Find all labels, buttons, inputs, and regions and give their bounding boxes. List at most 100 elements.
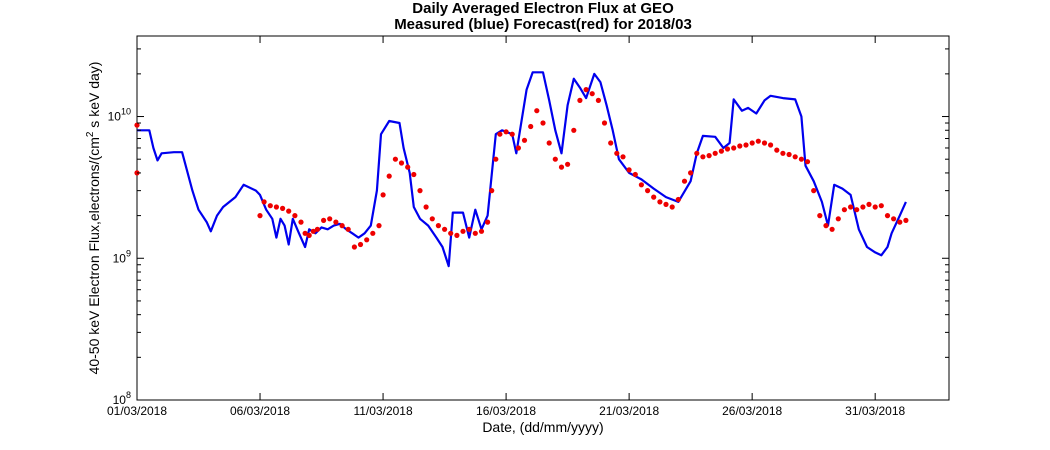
forecast-point bbox=[351, 244, 357, 250]
forecast-point bbox=[411, 171, 417, 178]
forecast-point bbox=[429, 216, 435, 222]
y-tick-base: 10 bbox=[113, 251, 127, 265]
forecast-point bbox=[521, 137, 528, 143]
forecast-point bbox=[267, 203, 273, 209]
forecast-point bbox=[798, 156, 805, 162]
forecast-point bbox=[768, 142, 774, 148]
forecast-point bbox=[657, 199, 663, 205]
forecast-point bbox=[448, 230, 454, 236]
forecast-point bbox=[811, 188, 817, 194]
forecast-point bbox=[257, 213, 263, 219]
forecast-point bbox=[891, 216, 897, 222]
forecast-point bbox=[392, 156, 398, 162]
forecast-point bbox=[718, 148, 725, 154]
forecast-point bbox=[454, 232, 460, 238]
forecast-point bbox=[565, 161, 571, 167]
forecast-point bbox=[321, 217, 327, 223]
forecast-point bbox=[737, 143, 743, 149]
y-tick-exponent: 9 bbox=[126, 248, 131, 258]
forecast-point bbox=[761, 140, 768, 146]
forecast-point bbox=[571, 127, 577, 133]
y-tick-label: 1010 bbox=[108, 107, 131, 124]
forecast-point bbox=[804, 159, 811, 165]
forecast-point bbox=[472, 230, 478, 236]
forecast-point bbox=[546, 140, 552, 146]
forecast-point bbox=[327, 216, 333, 222]
forecast-point bbox=[731, 145, 737, 151]
forecast-point bbox=[380, 192, 386, 198]
forecast-point bbox=[675, 196, 681, 203]
x-tick-label: 21/03/2018 bbox=[599, 404, 659, 418]
forecast-point bbox=[417, 188, 423, 194]
forecast-point bbox=[261, 199, 267, 205]
y-axis-label-tail: s keV day) bbox=[86, 62, 102, 132]
forecast-point bbox=[306, 232, 312, 238]
forecast-point bbox=[534, 108, 540, 114]
forecast-point bbox=[681, 178, 688, 184]
y-tick-label: 108 bbox=[113, 390, 131, 407]
forecast-point bbox=[749, 140, 755, 146]
forecast-point bbox=[298, 219, 304, 225]
forecast-point bbox=[273, 204, 279, 210]
forecast-point bbox=[755, 138, 761, 144]
x-axis-label: Date, (dd/mm/yyyy) bbox=[482, 419, 603, 435]
x-tick-label: 11/03/2018 bbox=[353, 404, 412, 418]
forecast-point bbox=[466, 226, 472, 232]
forecast-point bbox=[884, 213, 891, 219]
chart-title: Daily Averaged Electron Flux at GEO bbox=[412, 0, 674, 17]
y-tick-base: 10 bbox=[113, 393, 127, 407]
forecast-point bbox=[398, 160, 405, 166]
forecast-point bbox=[792, 154, 798, 160]
forecast-point bbox=[376, 223, 382, 229]
forecast-point bbox=[493, 156, 499, 162]
forecast-point bbox=[595, 97, 602, 103]
forecast-point bbox=[669, 204, 675, 210]
y-tick-exponent: 10 bbox=[121, 107, 131, 117]
forecast-point bbox=[823, 223, 829, 229]
y-axis-label-main: 40-50 keV Electron Flux,electrons/(cm bbox=[86, 137, 102, 374]
forecast-point bbox=[134, 122, 140, 128]
forecast-point bbox=[786, 151, 792, 158]
forecast-point bbox=[860, 204, 866, 210]
forecast-point bbox=[577, 97, 583, 103]
forecast-point bbox=[497, 131, 503, 137]
forecast-point bbox=[485, 219, 491, 225]
forecast-point bbox=[509, 131, 515, 137]
forecast-point bbox=[423, 204, 429, 210]
forecast-point bbox=[280, 205, 286, 211]
forecast-point bbox=[314, 226, 320, 232]
y-axis-label: 40-50 keV Electron Flux,electrons/(cm2 s… bbox=[85, 62, 102, 375]
forecast-point bbox=[829, 226, 835, 232]
forecast-point bbox=[558, 164, 565, 170]
plot-area: 01/03/2018 06/03/2018 11/03/2018 16/03/2018… bbox=[107, 35, 950, 418]
y-axis-label-sup: 2 bbox=[85, 131, 96, 137]
forecast-point bbox=[614, 150, 620, 156]
forecast-point bbox=[583, 87, 589, 93]
forecast-point bbox=[620, 154, 626, 160]
forecast-point bbox=[706, 153, 712, 159]
forecast-point bbox=[897, 219, 903, 225]
y-tick-label: 109 bbox=[113, 248, 131, 265]
forecast-point bbox=[645, 188, 651, 194]
forecast-point bbox=[345, 226, 351, 232]
x-tick-label: 16/03/2018 bbox=[476, 404, 536, 418]
forecast-point bbox=[688, 170, 694, 176]
plot-frame bbox=[136, 35, 950, 401]
forecast-point bbox=[489, 188, 495, 194]
x-tick-label: 06/03/2018 bbox=[230, 404, 290, 418]
forecast-point bbox=[712, 150, 718, 156]
forecast-point bbox=[626, 167, 632, 173]
forecast-point bbox=[370, 230, 376, 236]
forecast-point bbox=[743, 142, 749, 148]
forecast-point bbox=[442, 226, 448, 232]
forecast-point bbox=[632, 171, 638, 178]
chart-subtitle: Measured (blue) Forecast(red) for 2018/0… bbox=[394, 16, 692, 33]
forecast-point bbox=[302, 230, 308, 236]
forecast-point bbox=[817, 213, 823, 219]
forecast-point bbox=[386, 173, 392, 179]
forecast-point bbox=[848, 204, 854, 210]
forecast-point bbox=[608, 140, 614, 146]
forecast-point bbox=[903, 217, 909, 223]
y-tick-base: 10 bbox=[108, 110, 122, 124]
